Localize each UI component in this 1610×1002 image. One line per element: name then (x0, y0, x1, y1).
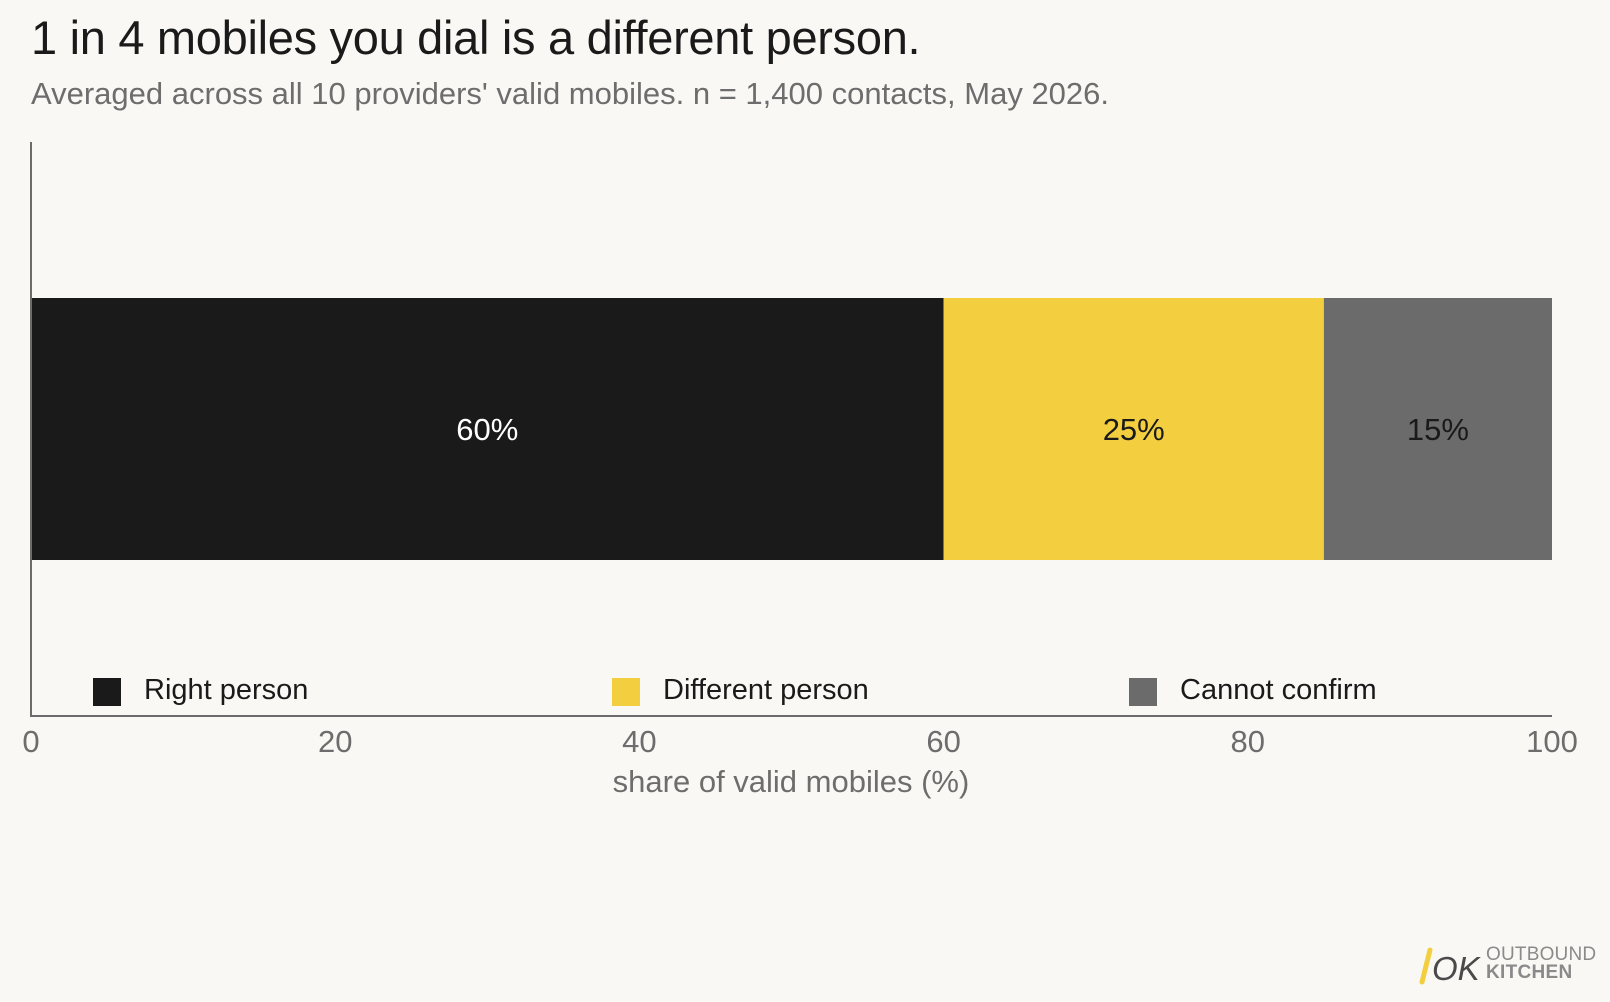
x-tick-label: 80 (1231, 724, 1265, 759)
legend-label: Different person (663, 674, 869, 706)
legend-label: Cannot confirm (1180, 674, 1377, 706)
x-tick-label: 20 (318, 724, 352, 759)
legend-swatch (612, 678, 640, 706)
logo-line-1: OUTBOUND (1486, 944, 1597, 965)
x-axis-label: share of valid mobiles (%) (613, 764, 970, 799)
logo-mark-text: OK (1432, 950, 1482, 986)
bar-segment-right-person (31, 298, 944, 560)
x-tick-label: 100 (1526, 724, 1578, 759)
chart-title: 1 in 4 mobiles you dial is a different p… (31, 11, 921, 64)
data-label: 15% (1407, 412, 1469, 447)
data-label: 60% (456, 412, 518, 447)
axes: 0 20 40 60 80 100 (22, 142, 1578, 759)
x-tick-label: 60 (926, 724, 960, 759)
x-tick-label: 40 (622, 724, 656, 759)
data-label: 25% (1103, 412, 1165, 447)
legend-swatch (1129, 678, 1157, 706)
outbound-kitchen-logo: OK OUTBOUND KITCHEN (1418, 944, 1596, 987)
legend-label: Right person (144, 674, 308, 706)
legend: Right person Different person Cannot confi… (93, 674, 1377, 706)
bar-segment-different-person (943, 298, 1324, 560)
chart-subtitle: Averaged across all 10 providers' valid … (31, 76, 1110, 111)
bar-segments: 60% 25% 15% (31, 298, 1552, 560)
logo-mark-icon: OK (1419, 947, 1482, 987)
bar-segment-cannot-confirm (1323, 298, 1552, 560)
x-tick-label: 0 (22, 724, 39, 759)
legend-swatch (93, 678, 121, 706)
logo-line-2: KITCHEN (1486, 962, 1573, 983)
